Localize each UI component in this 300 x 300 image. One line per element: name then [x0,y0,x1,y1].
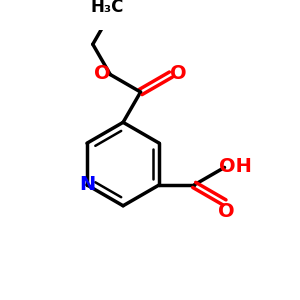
Text: O: O [218,202,234,220]
Text: N: N [79,176,95,194]
Text: OH: OH [219,157,252,175]
Text: O: O [94,64,111,83]
Text: O: O [170,64,187,83]
Text: H₃C: H₃C [91,0,124,16]
